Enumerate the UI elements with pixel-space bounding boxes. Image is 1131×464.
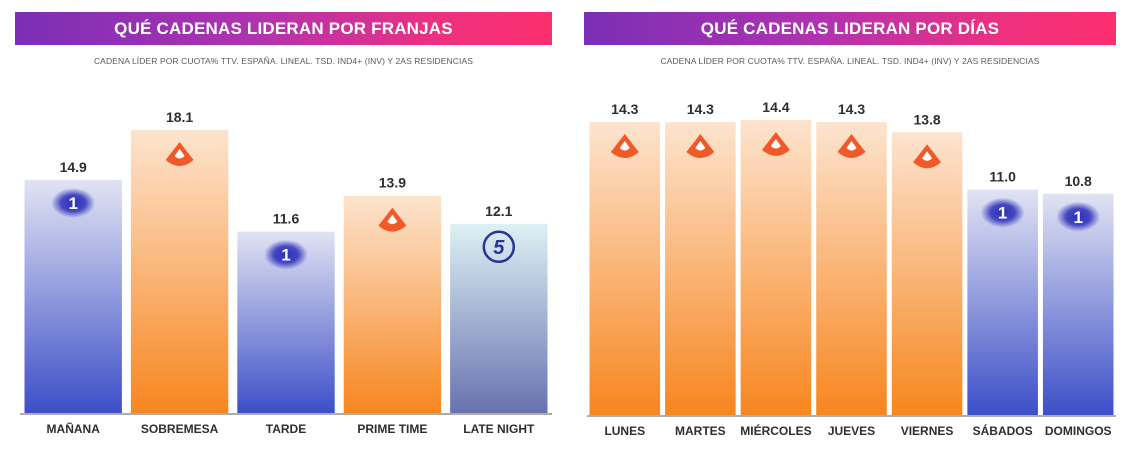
bar-value-label: 18.1 <box>166 109 193 125</box>
antena3-icon <box>837 134 866 159</box>
la1-icon: 1 <box>1056 201 1101 232</box>
bar-value-label: 12.1 <box>485 203 512 219</box>
bar-sobremesa <box>130 130 229 413</box>
bar-value-label: 14.4 <box>762 99 789 115</box>
bar-lunes <box>589 122 661 415</box>
antena3-icon <box>165 142 194 166</box>
bar-mañana <box>24 180 122 413</box>
bar-late-night <box>450 223 548 413</box>
franjas-title: QUÉ CADENAS LIDERAN POR FRANJAS <box>15 12 552 45</box>
dias-subtitle: CADENA LÍDER POR CUOTA% TTV. ESPAÑA. LIN… <box>660 56 1040 66</box>
bar-miércoles <box>740 120 812 415</box>
svg-text:1: 1 <box>281 246 290 265</box>
svg-text:5: 5 <box>493 237 505 259</box>
category-label: PRIME TIME <box>357 422 427 436</box>
svg-text:1: 1 <box>998 204 1007 223</box>
svg-text:1: 1 <box>68 194 77 213</box>
antena3-icon <box>378 207 407 232</box>
cuatro5-icon: 5 <box>482 230 516 264</box>
dias-panel: QUÉ CADENAS LIDERAN POR DÍAS CADENA LÍDE… <box>584 12 1116 66</box>
category-label: SOBREMESA <box>141 422 219 436</box>
dias-title: QUÉ CADENAS LIDERAN POR DÍAS <box>584 12 1116 45</box>
category-label: VIERNES <box>901 424 954 438</box>
franjas-subtitle: CADENA LÍDER POR CUOTA% TTV. ESPAÑA. LIN… <box>93 56 474 66</box>
bar-value-label: 13.8 <box>913 111 940 127</box>
bar-martes <box>665 122 736 415</box>
category-label: MIÉRCOLES <box>740 423 811 438</box>
bar-value-label: 11.6 <box>273 211 300 227</box>
antena3-icon <box>686 134 715 159</box>
bar-prime-time <box>343 195 442 413</box>
category-label: JUEVES <box>828 424 875 438</box>
bar-value-label: 14.3 <box>838 101 865 117</box>
category-label: TARDE <box>266 422 306 436</box>
bar-value-label: 14.3 <box>687 101 714 117</box>
bar-jueves <box>816 122 887 415</box>
antena3-icon <box>761 132 790 156</box>
category-label: LUNES <box>604 424 645 438</box>
bar-value-label: 11.0 <box>989 169 1016 185</box>
bar-viernes <box>891 132 963 415</box>
category-label: DOMINGOS <box>1045 424 1112 438</box>
category-label: MAÑANA <box>47 421 101 436</box>
antena3-icon <box>610 134 639 159</box>
la1-icon: 1 <box>264 239 308 270</box>
antena3-icon <box>913 144 942 169</box>
svg-text:1: 1 <box>1073 208 1082 227</box>
bar-value-label: 14.9 <box>60 159 87 175</box>
category-label: MARTES <box>675 424 726 438</box>
category-label: LATE NIGHT <box>463 422 535 436</box>
bar-value-label: 13.9 <box>379 175 406 191</box>
la1-icon: 1 <box>51 188 96 219</box>
franjas-panel: QUÉ CADENAS LIDERAN POR FRANJAS CADENA L… <box>15 12 552 66</box>
la1-icon: 1 <box>980 197 1025 228</box>
category-label: SÁBADOS <box>973 423 1033 438</box>
bar-value-label: 10.8 <box>1065 173 1092 189</box>
bar-value-label: 14.3 <box>611 101 638 117</box>
